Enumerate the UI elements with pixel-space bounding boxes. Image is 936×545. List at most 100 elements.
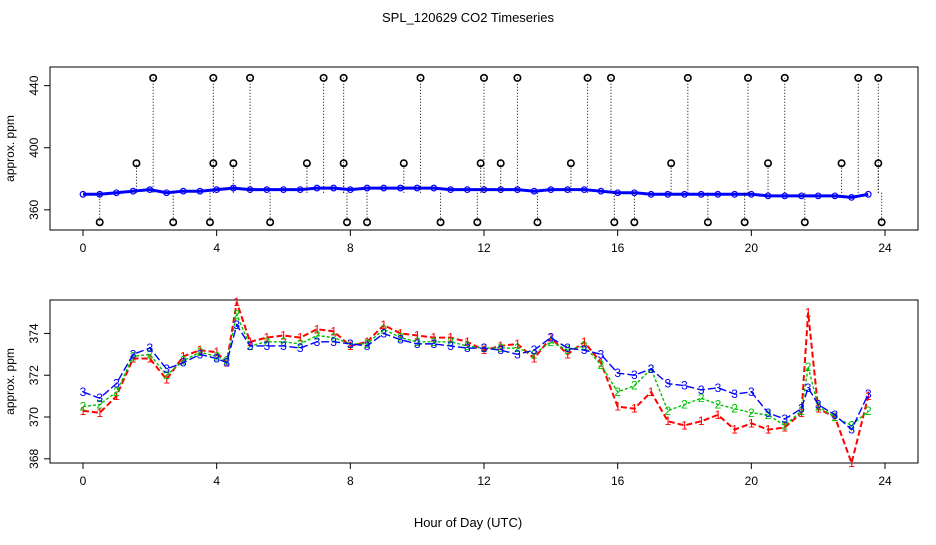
series-1-marker: 1 [698, 414, 705, 428]
series-3-marker: 3 [96, 391, 103, 405]
series-2-marker: 2 [614, 385, 621, 399]
spike-marker [877, 218, 886, 227]
series-2-marker: 2 [213, 349, 220, 363]
series-3-marker: 3 [297, 341, 304, 355]
series-3-marker: 3 [314, 335, 321, 349]
series-1-marker: 1 [765, 423, 772, 437]
plot-frame [49, 66, 919, 231]
baseline-point [179, 187, 187, 195]
series-2-marker: 2 [598, 358, 605, 372]
spike-marker [740, 218, 749, 227]
y-tick-label: 370 [27, 407, 41, 427]
series-1-marker: 1 [648, 385, 655, 399]
baseline-point [831, 192, 839, 200]
baseline-point [380, 184, 388, 192]
baseline-point [146, 186, 154, 194]
baseline-point [346, 186, 354, 194]
baseline-point [580, 186, 588, 194]
spike-marker [683, 73, 692, 82]
x-tick-label: 24 [878, 474, 892, 488]
series-1-marker: 1 [330, 324, 337, 338]
x-tick-label: 12 [477, 474, 491, 488]
series-3-marker: 3 [80, 385, 87, 399]
baseline-point [413, 184, 421, 192]
series-1-marker: 1 [731, 423, 738, 437]
baseline-point [747, 190, 755, 198]
baseline-point [547, 186, 555, 194]
baseline-point [229, 184, 237, 192]
spike-marker [667, 159, 676, 168]
series-1-marker: 1 [180, 349, 187, 363]
series-1-marker: 1 [397, 326, 404, 340]
baseline-series-line [83, 186, 869, 199]
baseline-point [781, 192, 789, 200]
series-1-marker: 1 [547, 331, 554, 345]
series-2-marker: 2 [163, 368, 170, 382]
series-2-marker: 2 [798, 404, 805, 418]
series-2-marker: 2 [832, 410, 839, 424]
series-1-marker: 1 [347, 339, 354, 353]
series-3-marker: 3 [815, 397, 822, 411]
series-3-marker: 3 [130, 347, 137, 361]
x-axis-label: Hour of Day (UTC) [414, 515, 522, 530]
series-1-marker: 1 [581, 335, 588, 349]
spike-marker [874, 73, 883, 82]
spike-marker [149, 73, 158, 82]
series-1-marker: 1 [815, 402, 822, 416]
series-2-marker: 2 [297, 337, 304, 351]
series-2-marker: 2 [80, 400, 87, 414]
series-1-marker: 1 [247, 335, 254, 349]
series-3-marker: 3 [364, 339, 371, 353]
series-1-marker: 1 [631, 402, 638, 416]
series-2-marker: 2 [681, 397, 688, 411]
baseline-point [630, 189, 638, 197]
baseline-point [530, 187, 538, 195]
x-tick-label: 4 [213, 474, 220, 488]
baseline-point [430, 184, 438, 192]
baseline-point [664, 190, 672, 198]
series-2-marker: 2 [765, 408, 772, 422]
baseline-point [463, 186, 471, 194]
baseline-point [647, 190, 655, 198]
baseline-point [447, 186, 454, 194]
spike-marker [743, 73, 752, 82]
series-1-marker: 1 [514, 337, 521, 351]
baseline-point [79, 190, 87, 198]
spike-marker [169, 218, 178, 227]
series-3-marker: 3 [781, 412, 788, 426]
series-1-marker: 1 [146, 352, 153, 366]
spike-marker [363, 218, 372, 227]
spike-marker [800, 218, 809, 227]
baseline-point [564, 186, 571, 194]
series-1-marker: 1 [364, 335, 371, 349]
series-3-marker: 3 [113, 377, 120, 391]
series-1-marker: 1 [163, 372, 170, 386]
series-3-marker: 3 [547, 331, 554, 345]
series-2-marker: 2 [146, 347, 153, 361]
series-1-marker: 1 [380, 318, 387, 332]
spike-marker [630, 218, 639, 227]
series-2-marker: 2 [781, 418, 788, 432]
series-3-marker: 3 [731, 387, 738, 401]
spike-marker [479, 73, 488, 82]
baseline-point [213, 186, 221, 194]
series-2-marker: 2 [664, 404, 671, 418]
series-2-marker: 2 [447, 335, 454, 349]
series-2-marker: 2 [280, 335, 287, 349]
spike-marker [246, 73, 255, 82]
baseline-point [129, 187, 137, 195]
series-1-marker: 1 [80, 404, 87, 418]
series-1-marker: 1 [130, 352, 137, 366]
spike-marker [606, 73, 615, 82]
baseline-point [397, 184, 404, 192]
baseline-point [363, 184, 371, 192]
baseline-point [263, 186, 271, 194]
series-2-marker: 2 [748, 406, 755, 420]
spike-marker [209, 159, 218, 168]
series-3-marker: 3 [664, 377, 671, 391]
spike-marker [583, 73, 592, 82]
spike-marker [703, 218, 712, 227]
series-3-marker: 3 [564, 341, 571, 355]
